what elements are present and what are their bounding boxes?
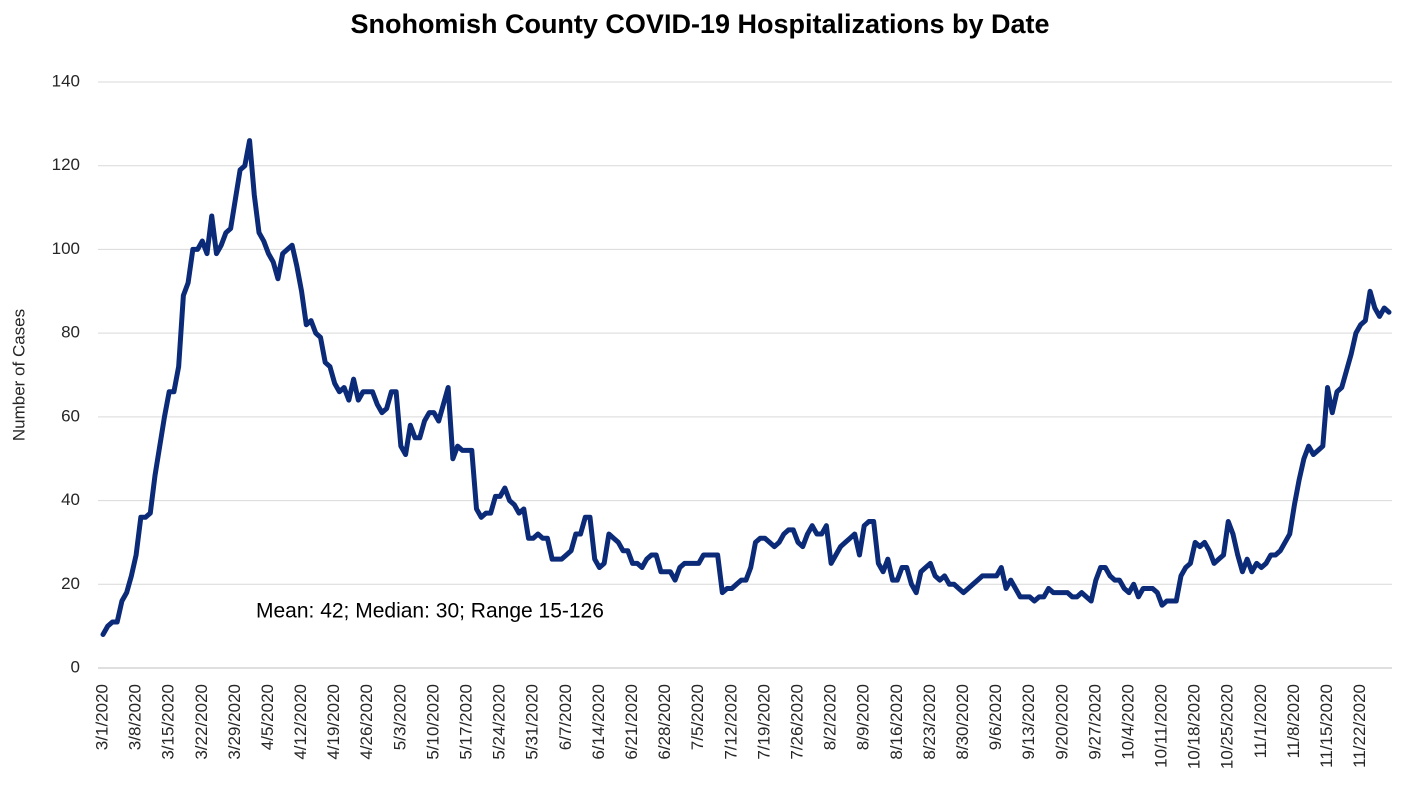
x-tick-label: 9/27/2020 <box>1085 684 1104 760</box>
x-tick-label: 6/14/2020 <box>589 684 608 760</box>
x-tick-label: 4/5/2020 <box>258 684 277 750</box>
x-tick-label: 8/2/2020 <box>821 684 840 750</box>
y-tick-label: 120 <box>52 155 80 174</box>
x-tick-label: 8/30/2020 <box>953 684 972 760</box>
x-tick-label: 3/22/2020 <box>192 684 211 760</box>
x-tick-label: 7/26/2020 <box>787 684 806 760</box>
y-tick-label: 60 <box>61 406 80 425</box>
x-tick-label: 5/10/2020 <box>423 684 442 760</box>
x-tick-label: 9/20/2020 <box>1052 684 1071 760</box>
x-tick-label: 11/1/2020 <box>1251 684 1270 758</box>
x-tick-label: 3/8/2020 <box>126 684 145 750</box>
x-tick-label: 6/21/2020 <box>622 684 641 760</box>
x-tick-label: 8/9/2020 <box>854 684 873 750</box>
x-tick-label: 9/13/2020 <box>1019 684 1038 760</box>
x-tick-label: 7/12/2020 <box>721 684 740 760</box>
y-tick-label: 0 <box>71 657 80 676</box>
x-tick-label: 10/4/2020 <box>1118 684 1137 760</box>
y-tick-label: 40 <box>61 490 80 509</box>
x-tick-label: 5/31/2020 <box>523 684 542 760</box>
x-tick-label: 3/1/2020 <box>92 684 111 750</box>
y-tick-label: 140 <box>52 71 80 90</box>
y-tick-label: 100 <box>52 239 80 258</box>
x-tick-label: 5/3/2020 <box>390 684 409 750</box>
x-tick-label: 7/19/2020 <box>754 684 773 760</box>
x-tick-label: 4/12/2020 <box>291 684 310 760</box>
x-tick-label: 6/28/2020 <box>655 684 674 760</box>
chart-title: Snohomish County COVID-19 Hospitalizatio… <box>350 9 1049 39</box>
x-tick-label: 3/15/2020 <box>159 684 178 760</box>
x-tick-label: 4/19/2020 <box>324 684 343 760</box>
x-tick-label: 9/6/2020 <box>986 684 1005 750</box>
data-line <box>100 138 1392 638</box>
annotation: Mean: 42; Median: 30; Range 15-126 <box>256 600 604 623</box>
x-tick-label: 11/8/2020 <box>1284 684 1303 758</box>
x-tick-label: 10/18/2020 <box>1185 684 1204 769</box>
x-tick-label: 5/24/2020 <box>490 684 509 760</box>
y-tick-label: 20 <box>61 574 80 593</box>
x-tick-label: 11/15/2020 <box>1317 684 1336 768</box>
x-tick-label: 5/17/2020 <box>457 684 476 760</box>
x-tick-label: 4/26/2020 <box>357 684 376 760</box>
x-tick-label: 3/29/2020 <box>225 684 244 760</box>
x-tick-label: 10/11/2020 <box>1152 684 1171 768</box>
x-tick-label: 6/7/2020 <box>556 684 575 750</box>
x-tick-label: 7/5/2020 <box>688 684 707 750</box>
y-tick-label: 80 <box>61 323 80 342</box>
x-tick-label: 8/16/2020 <box>887 684 906 760</box>
x-tick-label: 10/25/2020 <box>1218 684 1237 769</box>
y-axis-title: Number of Cases <box>9 309 28 441</box>
x-tick-label: 8/23/2020 <box>920 684 939 760</box>
x-tick-label: 11/22/2020 <box>1350 684 1369 768</box>
